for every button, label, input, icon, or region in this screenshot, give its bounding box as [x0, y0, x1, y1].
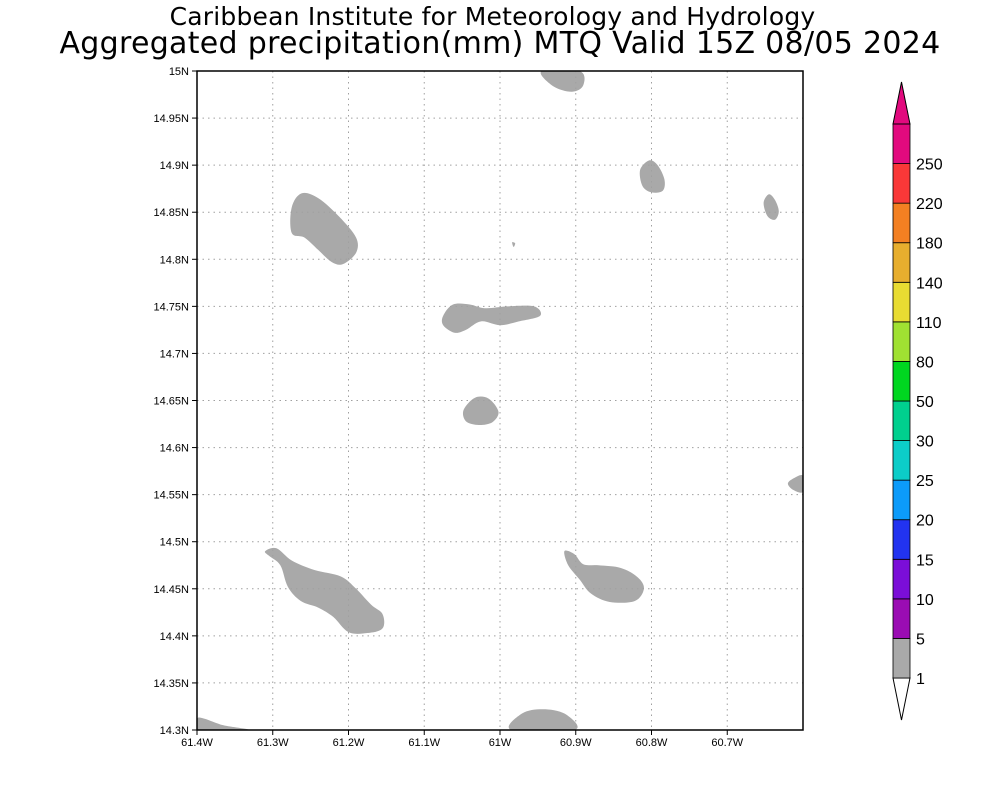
lat-tick-label: 14.75N — [154, 301, 190, 313]
lat-tick-label: 14.7N — [160, 348, 189, 360]
precip-region-central-elongated-cell — [441, 303, 542, 333]
precip-region-northeast-cell-a — [639, 160, 665, 193]
colorbar-box-1 — [892, 638, 911, 679]
lon-tick-label: 61.4W — [181, 737, 213, 749]
colorbar-label: 25 — [916, 473, 934, 490]
colorbar-label: 180 — [916, 236, 943, 253]
colorbar-box-80 — [892, 321, 911, 362]
colorbar-label: 1 — [916, 671, 925, 688]
lat-tick-label: 14.65N — [154, 396, 190, 408]
lat-tick-label: 15N — [169, 66, 189, 78]
precip-region-northwest-cell — [290, 192, 358, 265]
colorbar-label: 110 — [916, 315, 942, 332]
lat-tick-label: 14.95N — [154, 113, 190, 125]
colorbar-box-10 — [892, 558, 911, 600]
colorbar-label: 15 — [916, 552, 934, 569]
precip-region-southeast-band — [564, 550, 644, 603]
colorbar-box-140 — [892, 242, 911, 283]
precip-region-south-edge-cell — [508, 709, 578, 730]
lon-tick-label: 61.2W — [333, 737, 365, 749]
lon-tick-label: 61.1W — [408, 737, 440, 749]
colorbar-over-triangle — [892, 81, 911, 125]
colorbar-label: 250 — [916, 157, 943, 174]
precip-region-northeast-cell-b — [763, 194, 779, 220]
colorbar-box-20 — [892, 479, 911, 521]
colorbar-box-25 — [892, 440, 911, 481]
precipitation-regions — [197, 71, 803, 730]
colorbar-label: 20 — [916, 513, 934, 530]
colorbar-box-30 — [892, 400, 911, 441]
precip-region-east-edge-cell — [787, 474, 803, 493]
lat-tick-label: 14.6N — [160, 443, 189, 455]
axis-ticks: 61.4W 61.3W 61.2W 61.1W 61W 60.9W 60.8W 60.7W 15… — [154, 66, 744, 749]
lon-tick-label: 60.7W — [711, 737, 743, 749]
colorbar-box-250 — [892, 123, 911, 164]
lat-tick-label: 14.45N — [154, 584, 190, 596]
colorbar-label: 30 — [916, 434, 934, 451]
precip-region-southwest-band — [264, 547, 385, 634]
title-line-2: Aggregated precipitation(mm) MTQ Valid 1… — [59, 26, 941, 61]
lon-tick-label: 61.3W — [257, 737, 289, 749]
lon-tick-label: 60.8W — [636, 737, 668, 749]
colorbar-box-5 — [892, 598, 911, 639]
lat-tick-label: 14.5N — [160, 537, 189, 549]
colorbar-under-triangle — [892, 677, 911, 721]
colorbar-label: 50 — [916, 394, 934, 411]
colorbar-label: 80 — [916, 354, 934, 371]
lat-tick-label: 14.85N — [154, 207, 190, 219]
lat-tick-label: 14.4N — [160, 631, 189, 643]
colorbar-box-180 — [892, 202, 911, 244]
lat-tick-label: 14.3N — [160, 725, 189, 737]
lat-tick-label: 14.55N — [154, 490, 190, 502]
colorbar-label: 10 — [916, 592, 934, 609]
title-line-1: Caribbean Institute for Meteorology and … — [169, 2, 816, 31]
precip-region-central-small-cell — [462, 396, 499, 426]
colorbar-box-15 — [892, 519, 911, 560]
precip-region-speck — [512, 242, 516, 248]
map-grid — [197, 71, 803, 730]
precip-region-southwest-corner-cell — [197, 717, 249, 730]
lon-tick-label: 61W — [489, 737, 512, 749]
lat-tick-label: 14.9N — [160, 160, 189, 172]
lat-tick-label: 14.8N — [160, 254, 189, 266]
colorbar-label: 140 — [916, 275, 943, 292]
colorbar-label: 5 — [916, 631, 925, 648]
lat-tick-label: 14.35N — [154, 678, 190, 690]
precip-region-north-edge-cell — [540, 71, 585, 92]
colorbar-box-220 — [892, 163, 911, 204]
lon-tick-label: 60.9W — [560, 737, 592, 749]
colorbar-box-110 — [892, 281, 911, 323]
colorbar-label: 220 — [916, 196, 943, 213]
colorbar-box-50 — [892, 361, 911, 402]
